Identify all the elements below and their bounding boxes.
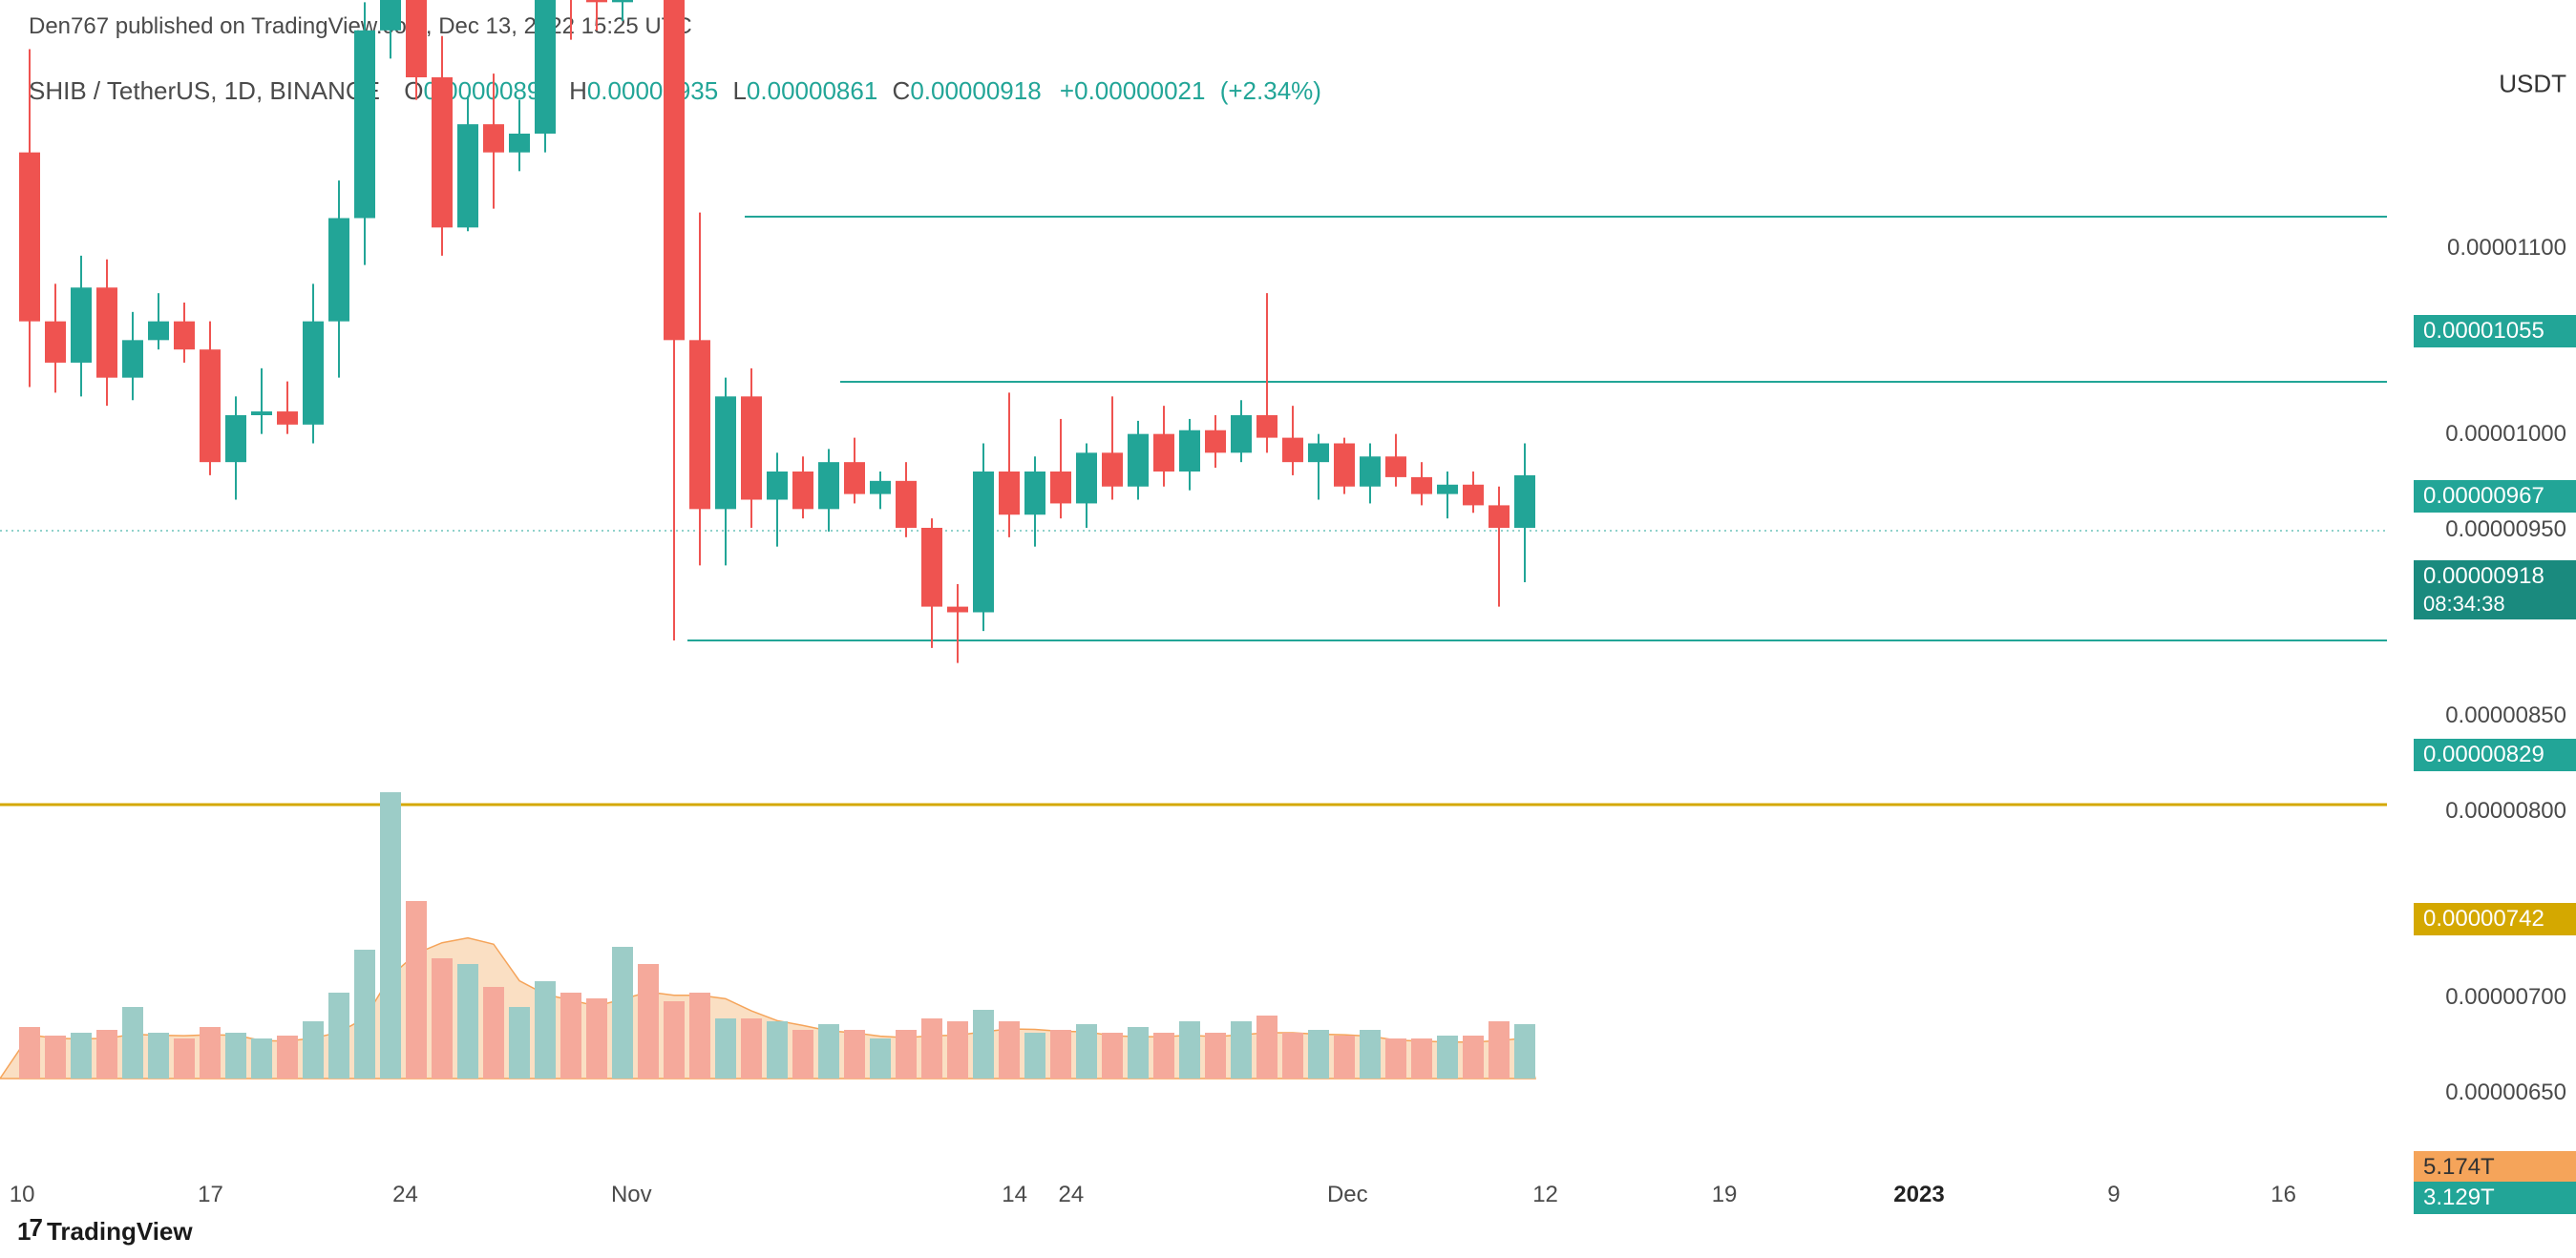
price-chart xyxy=(0,0,2397,1155)
x-tick: 16 xyxy=(2270,1182,2296,1208)
tradingview-logo: 17 TradingView xyxy=(17,1217,193,1247)
currency-label: USDT xyxy=(2404,70,2566,99)
price-box: 0.00000967 xyxy=(2414,480,2576,513)
x-axis: 10 17 24 Nov 14 24 Dec 12 19 2023 9 16 xyxy=(10,1182,2397,1220)
x-tick: 17 xyxy=(198,1182,223,1208)
logo-icon: 17 xyxy=(17,1217,41,1247)
x-tick: 9 xyxy=(2107,1182,2120,1208)
x-tick: 14 xyxy=(1002,1182,1027,1208)
x-tick: Dec xyxy=(1327,1182,1368,1208)
y-axis: USDT 0.00001100 0.00001000 0.00000950 0.000… xyxy=(2404,57,2576,1155)
countdown: 08:34:38 xyxy=(2423,592,2566,617)
price-box: 0.00001055 xyxy=(2414,315,2576,347)
price-box: 3.129T xyxy=(2414,1182,2576,1214)
y-tick: 0.00000850 xyxy=(2404,702,2566,729)
price-box: 0.0000091808:34:38 xyxy=(2414,560,2576,619)
x-tick: 10 xyxy=(10,1182,35,1208)
y-tick: 0.00000650 xyxy=(2404,1080,2566,1106)
price-box: 5.174T xyxy=(2414,1151,2576,1184)
x-tick: 12 xyxy=(1532,1182,1558,1208)
x-tick: 24 xyxy=(392,1182,418,1208)
y-tick: 0.00001100 xyxy=(2404,235,2566,262)
price-box: 0.00000742 xyxy=(2414,903,2576,935)
y-tick: 0.00000800 xyxy=(2404,798,2566,825)
x-tick: 19 xyxy=(1712,1182,1738,1208)
x-tick: Nov xyxy=(611,1182,652,1208)
y-tick: 0.00000950 xyxy=(2404,516,2566,543)
x-tick: 2023 xyxy=(1893,1182,1944,1208)
y-tick: 0.00000700 xyxy=(2404,984,2566,1011)
price-box: 0.00000829 xyxy=(2414,739,2576,771)
y-tick: 0.00001000 xyxy=(2404,421,2566,448)
x-tick: 24 xyxy=(1058,1182,1084,1208)
